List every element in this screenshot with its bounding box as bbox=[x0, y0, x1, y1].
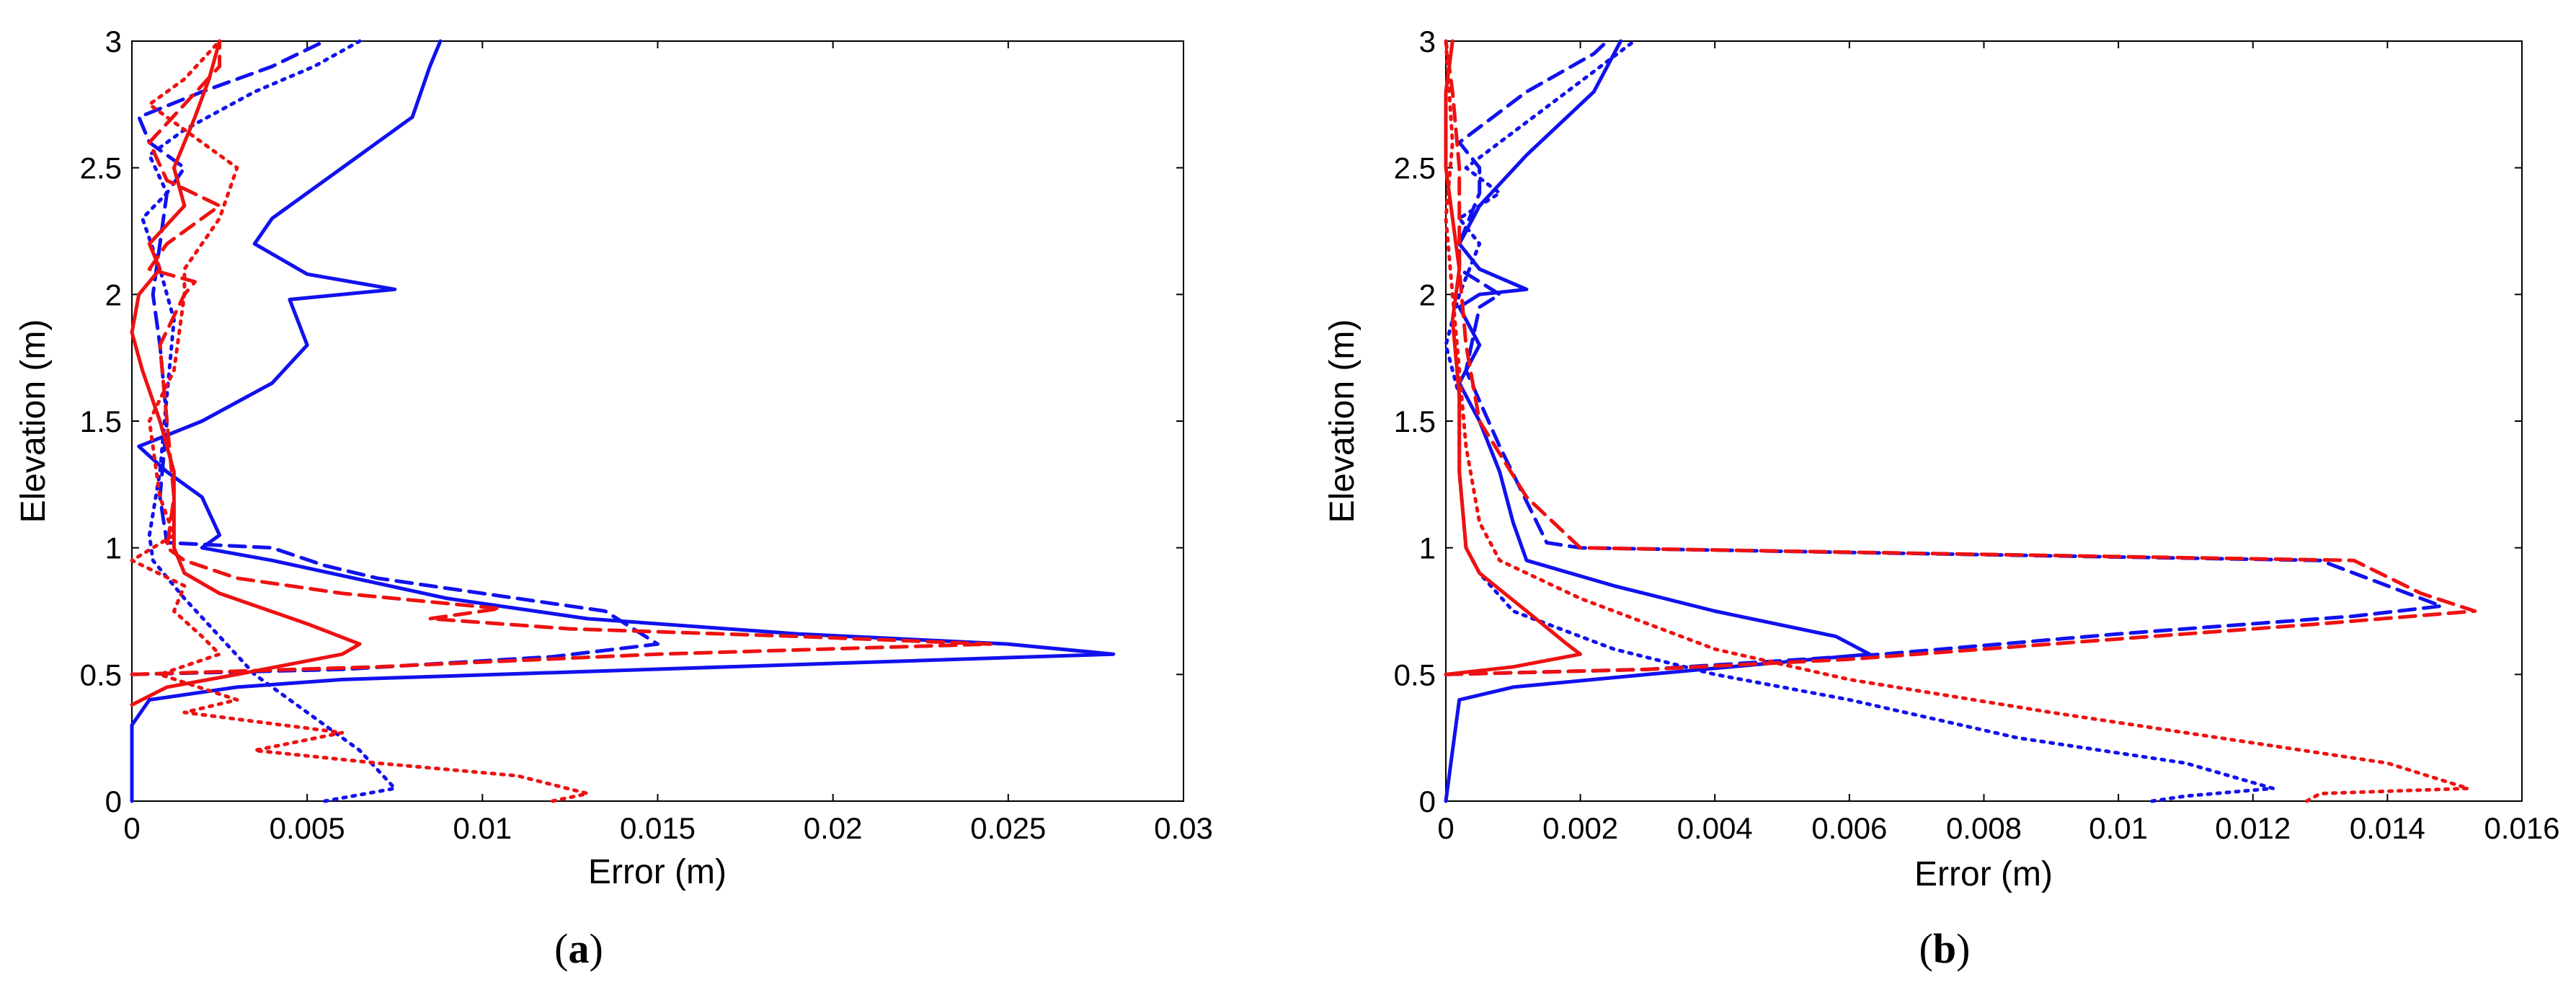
series-line-blue-dashed bbox=[130, 39, 659, 676]
y-tick-label: 2.5 bbox=[80, 151, 122, 185]
series-group bbox=[1444, 39, 2477, 803]
x-tick-label: 0.005 bbox=[270, 811, 345, 845]
panel-caption: (b) bbox=[1919, 925, 1971, 972]
y-tick-label: 1.5 bbox=[80, 405, 122, 438]
plot-frame bbox=[131, 40, 1184, 802]
x-tick-label: 0.03 bbox=[1154, 811, 1213, 845]
series-line-red-dashed bbox=[1444, 39, 2477, 676]
series-line-red-dotted bbox=[130, 39, 590, 803]
chart-panel-a: 0 0.005 0.01 0.015 0.02 0.025 0.03 0 0.5 1 1.5 2 2.… bbox=[14, 25, 1213, 972]
y-tick-label: 2 bbox=[105, 278, 122, 312]
x-tick-label: 0.002 bbox=[1542, 811, 1618, 845]
series-line-blue-dashed bbox=[1444, 39, 2443, 676]
y-axis-ticks: 0 0.5 1 1.5 2 2.5 3 bbox=[1394, 25, 2522, 818]
series-line-red-solid bbox=[130, 39, 362, 707]
series-line-blue-solid bbox=[130, 39, 1116, 803]
x-tick-label: 0.015 bbox=[620, 811, 696, 845]
series-line-red-dotted bbox=[1444, 39, 2470, 803]
x-axis-ticks: 0 0.002 0.004 0.006 0.008 0.01 0.012 0.014 0.016 bbox=[1437, 41, 2560, 845]
x-tick-label: 0.01 bbox=[2089, 811, 2148, 845]
y-tick-label: 1 bbox=[105, 531, 122, 565]
x-tick-label: 0 bbox=[123, 811, 140, 845]
x-tick-label: 0.004 bbox=[1677, 811, 1753, 845]
panel-caption-letter: a bbox=[569, 925, 590, 972]
series-line-red-dashed bbox=[130, 39, 992, 676]
y-tick-label: 0.5 bbox=[1394, 658, 1436, 692]
x-tick-label: 0.02 bbox=[804, 811, 863, 845]
y-axis-label: Elevation (m) bbox=[1323, 319, 1362, 524]
y-tick-label: 2 bbox=[1419, 278, 1436, 312]
series-line-blue-solid bbox=[1444, 39, 1872, 803]
series-line-red-solid bbox=[1444, 39, 1583, 676]
x-tick-label: 0.01 bbox=[453, 811, 512, 845]
y-tick-label: 0 bbox=[105, 785, 122, 818]
x-tick-label: 0.025 bbox=[970, 811, 1046, 845]
y-tick-label: 2.5 bbox=[1394, 151, 1436, 185]
y-axis-ticks: 0 0.5 1 1.5 2 2.5 3 bbox=[80, 25, 1183, 818]
x-tick-label: 0.014 bbox=[2350, 811, 2425, 845]
x-tick-label: 0.008 bbox=[1946, 811, 2022, 845]
plot-frame bbox=[1445, 40, 2523, 802]
y-tick-label: 1 bbox=[1419, 531, 1436, 565]
x-axis-ticks: 0 0.005 0.01 0.015 0.02 0.025 0.03 bbox=[123, 41, 1213, 845]
y-tick-label: 1.5 bbox=[1394, 405, 1436, 438]
panel-caption: (a) bbox=[554, 925, 603, 972]
chart-panel-b: 0 0.002 0.004 0.006 0.008 0.01 0.012 0.014 0.016… bbox=[1323, 25, 2560, 972]
series-group bbox=[130, 39, 1116, 803]
y-tick-label: 3 bbox=[105, 25, 122, 58]
y-axis-label: Elevation (m) bbox=[14, 319, 53, 524]
x-tick-label: 0.012 bbox=[2215, 811, 2291, 845]
series-line-blue-dotted bbox=[1444, 39, 2275, 803]
y-tick-label: 0.5 bbox=[80, 658, 122, 692]
x-tick-label: 0.006 bbox=[1811, 811, 1887, 845]
y-tick-label: 3 bbox=[1419, 25, 1436, 58]
panel-caption-letter: b bbox=[1933, 925, 1956, 972]
x-axis-label: Error (m) bbox=[588, 853, 727, 891]
x-tick-label: 0 bbox=[1437, 811, 1454, 845]
y-tick-label: 0 bbox=[1419, 785, 1436, 818]
x-tick-label: 0.016 bbox=[2484, 811, 2559, 845]
x-axis-label: Error (m) bbox=[1914, 855, 2053, 893]
